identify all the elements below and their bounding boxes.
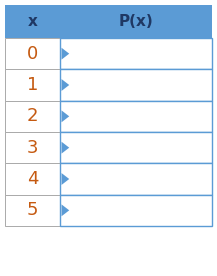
Polygon shape bbox=[61, 142, 69, 154]
Polygon shape bbox=[61, 110, 69, 122]
Bar bbox=[60, 132, 212, 163]
Text: 2: 2 bbox=[27, 107, 38, 125]
Text: 1: 1 bbox=[27, 76, 38, 94]
Bar bbox=[5, 69, 60, 101]
Bar bbox=[60, 69, 212, 101]
Text: 3: 3 bbox=[27, 139, 38, 157]
Bar bbox=[60, 5, 212, 38]
Bar bbox=[5, 163, 60, 195]
Text: P(x): P(x) bbox=[119, 14, 153, 29]
Bar bbox=[5, 5, 60, 38]
Polygon shape bbox=[61, 79, 69, 91]
Bar bbox=[60, 195, 212, 226]
Bar bbox=[5, 132, 60, 163]
Bar bbox=[5, 195, 60, 226]
Bar bbox=[60, 101, 212, 132]
Bar bbox=[60, 163, 212, 195]
Bar bbox=[60, 38, 212, 69]
Text: 0: 0 bbox=[27, 45, 38, 63]
Polygon shape bbox=[61, 205, 69, 216]
Bar bbox=[5, 101, 60, 132]
Bar bbox=[5, 38, 60, 69]
Polygon shape bbox=[61, 173, 69, 185]
Text: 4: 4 bbox=[27, 170, 38, 188]
Text: x: x bbox=[28, 14, 38, 29]
Polygon shape bbox=[61, 48, 69, 60]
Text: 5: 5 bbox=[27, 201, 38, 219]
